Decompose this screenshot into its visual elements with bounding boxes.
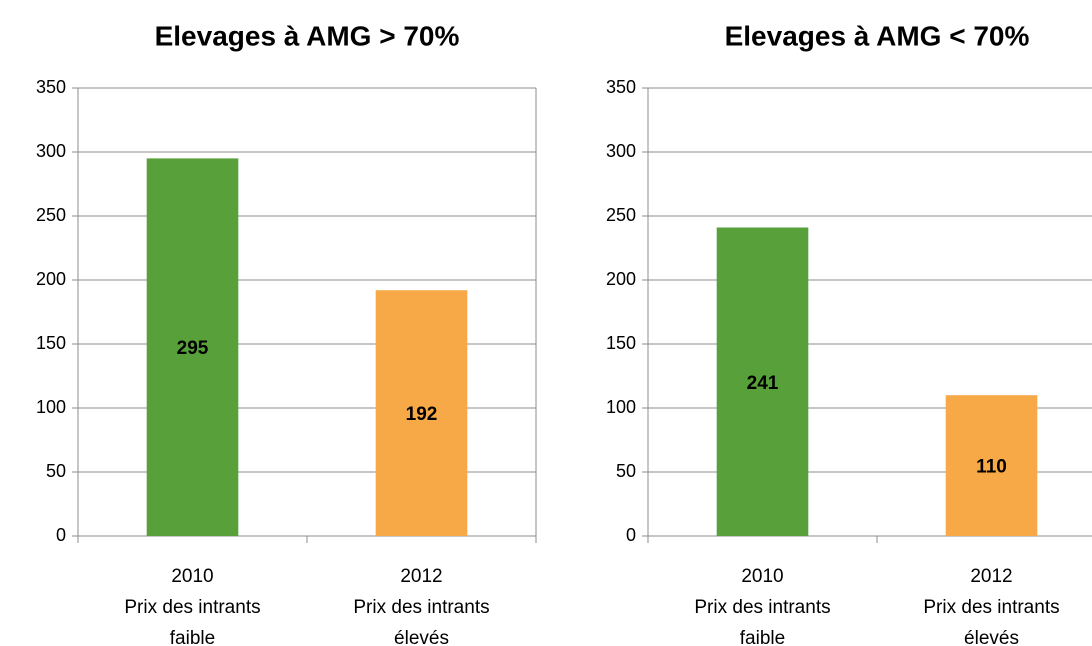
y-tick-label: 100 bbox=[606, 397, 636, 417]
y-tick-label: 350 bbox=[606, 77, 636, 97]
x-tick-label: faible bbox=[740, 628, 785, 646]
x-tick-label: 2012 bbox=[400, 566, 442, 587]
x-tick-label: faible bbox=[170, 628, 215, 646]
y-tick-label: 0 bbox=[626, 525, 636, 545]
y-tick-label: 250 bbox=[36, 205, 66, 225]
x-tick-label: 2012 bbox=[970, 566, 1012, 587]
y-tick-label: 250 bbox=[606, 205, 636, 225]
data-label: 241 bbox=[747, 373, 779, 394]
chart-title: Elevages à AMG > 70% bbox=[155, 20, 460, 51]
chart-title: Elevages à AMG < 70% bbox=[725, 20, 1030, 51]
y-tick-label: 200 bbox=[606, 269, 636, 289]
x-tick-label: 2010 bbox=[171, 566, 213, 587]
y-tick-label: 350 bbox=[36, 77, 66, 97]
x-tick-label: élevés bbox=[394, 628, 449, 646]
y-tick-label: 0 bbox=[56, 525, 66, 545]
y-tick-label: 150 bbox=[606, 333, 636, 353]
y-tick-label: 50 bbox=[46, 461, 66, 481]
data-label: 192 bbox=[406, 404, 438, 425]
bar bbox=[716, 227, 809, 536]
y-tick-label: 150 bbox=[36, 333, 66, 353]
bar bbox=[945, 395, 1038, 536]
x-tick-label: Prix des intrants bbox=[353, 597, 489, 618]
x-tick-label: Prix des intrants bbox=[923, 597, 1059, 618]
y-tick-label: 300 bbox=[36, 141, 66, 161]
x-tick-label: élevés bbox=[964, 628, 1019, 646]
bar bbox=[146, 158, 239, 536]
y-tick-label: 200 bbox=[36, 269, 66, 289]
x-tick-label: Prix des intrants bbox=[694, 597, 830, 618]
y-tick-label: 100 bbox=[36, 397, 66, 417]
data-label: 295 bbox=[177, 338, 209, 359]
x-tick-label: 2010 bbox=[741, 566, 783, 587]
data-label: 110 bbox=[976, 457, 1007, 478]
y-tick-label: 50 bbox=[616, 461, 636, 481]
bar bbox=[375, 290, 468, 536]
x-tick-label: Prix des intrants bbox=[124, 597, 260, 618]
y-tick-label: 300 bbox=[606, 141, 636, 161]
